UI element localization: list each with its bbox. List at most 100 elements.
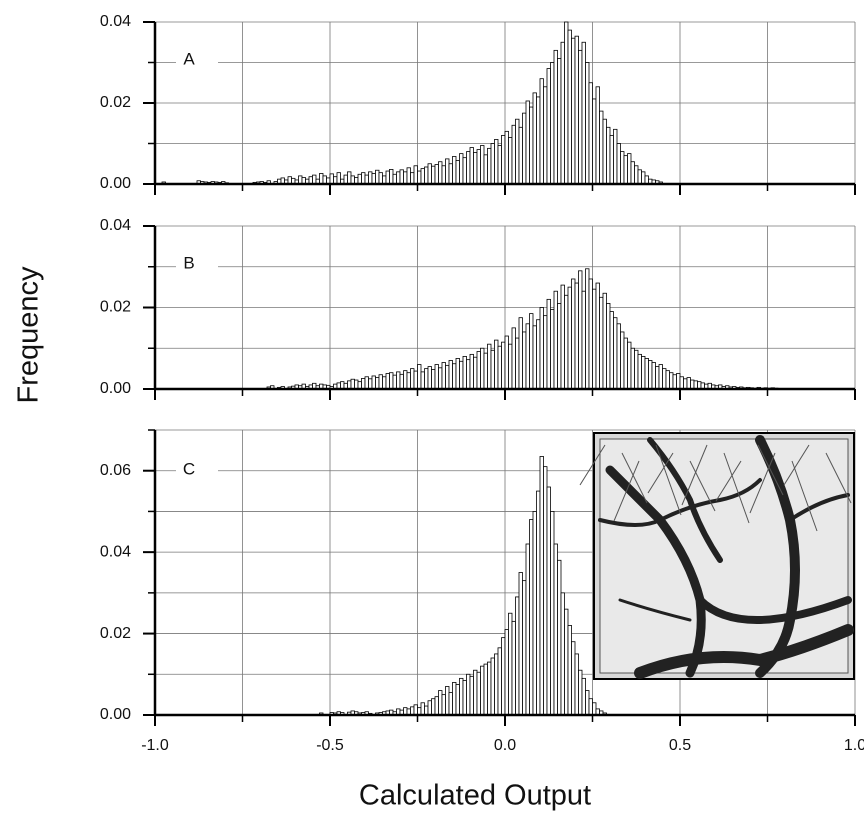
bar (511, 620, 516, 716)
bars (319, 456, 607, 716)
panel-label: C (183, 459, 195, 478)
bar (560, 41, 565, 185)
bar (466, 673, 471, 716)
y-tick-label: 0.02 (100, 94, 131, 111)
bar (375, 377, 380, 390)
bar (627, 153, 632, 185)
bar (476, 149, 481, 185)
bars (161, 21, 663, 185)
y-tick-label: 0.00 (100, 175, 131, 192)
bar (427, 366, 432, 390)
bar (424, 368, 429, 390)
bar (441, 165, 446, 185)
bar (389, 372, 394, 390)
bar (588, 82, 593, 185)
bar (459, 360, 464, 390)
bar (571, 37, 576, 185)
bar (623, 337, 628, 390)
bar (515, 118, 520, 185)
bar (494, 139, 499, 185)
twig (613, 460, 640, 522)
bar (480, 347, 485, 390)
bar (574, 653, 579, 716)
bar (543, 86, 548, 185)
bar (609, 134, 614, 185)
bar (588, 278, 593, 390)
bar (616, 143, 621, 185)
bar (448, 163, 453, 185)
bar (592, 702, 597, 716)
panel-label: A (183, 49, 195, 68)
bar (553, 543, 558, 716)
twig (749, 452, 776, 514)
bar (529, 106, 534, 185)
bar (641, 171, 646, 185)
bar (550, 309, 555, 390)
x-axis-label: Calculated Output (359, 780, 591, 812)
bar (462, 679, 467, 716)
bar (648, 360, 653, 390)
branch (618, 598, 692, 622)
bar (581, 41, 586, 185)
bar (378, 172, 383, 185)
bar (490, 349, 495, 390)
x-tick-label: -0.5 (316, 737, 344, 754)
bar (536, 490, 541, 716)
label-background (176, 50, 218, 70)
bar (627, 341, 632, 390)
bar (606, 126, 611, 185)
bar (543, 466, 548, 716)
bar (557, 58, 562, 185)
bar (396, 371, 401, 390)
bar (616, 323, 621, 390)
bar (550, 511, 555, 716)
bar (389, 169, 394, 185)
bar (427, 163, 432, 185)
bar (378, 374, 383, 390)
bar (553, 290, 558, 390)
twig (715, 460, 742, 502)
bar (396, 171, 401, 185)
bar (581, 290, 586, 390)
bar (473, 356, 478, 390)
bar (564, 21, 569, 185)
bar (476, 351, 481, 390)
twig (783, 444, 810, 486)
bar (518, 317, 523, 390)
bar (623, 155, 628, 185)
bar (602, 118, 607, 185)
bar (350, 378, 355, 390)
y-tick-label: 0.04 (100, 217, 131, 234)
bar (515, 596, 520, 716)
bar (487, 343, 492, 390)
bar (602, 292, 607, 390)
bar (371, 173, 376, 185)
bar (578, 669, 583, 716)
bar (364, 174, 369, 185)
bar (431, 369, 436, 390)
bar (312, 174, 317, 185)
bar (403, 370, 408, 390)
bar (473, 669, 478, 716)
bar (375, 169, 380, 185)
bar (658, 364, 663, 390)
x-tick-label: 0.5 (669, 737, 691, 754)
bar (494, 339, 499, 390)
bar (630, 347, 635, 390)
bar (567, 625, 572, 716)
bar (497, 345, 502, 390)
bar (543, 315, 548, 390)
bar (368, 171, 373, 185)
bar (553, 49, 558, 185)
bar (452, 156, 457, 185)
bar (532, 92, 537, 185)
bar (445, 158, 450, 185)
bar (546, 298, 551, 390)
bar (536, 319, 541, 390)
bar (455, 358, 460, 390)
bar (662, 368, 667, 390)
bar (361, 172, 366, 185)
bar (431, 165, 436, 185)
bar (462, 157, 467, 185)
bar (452, 682, 457, 716)
